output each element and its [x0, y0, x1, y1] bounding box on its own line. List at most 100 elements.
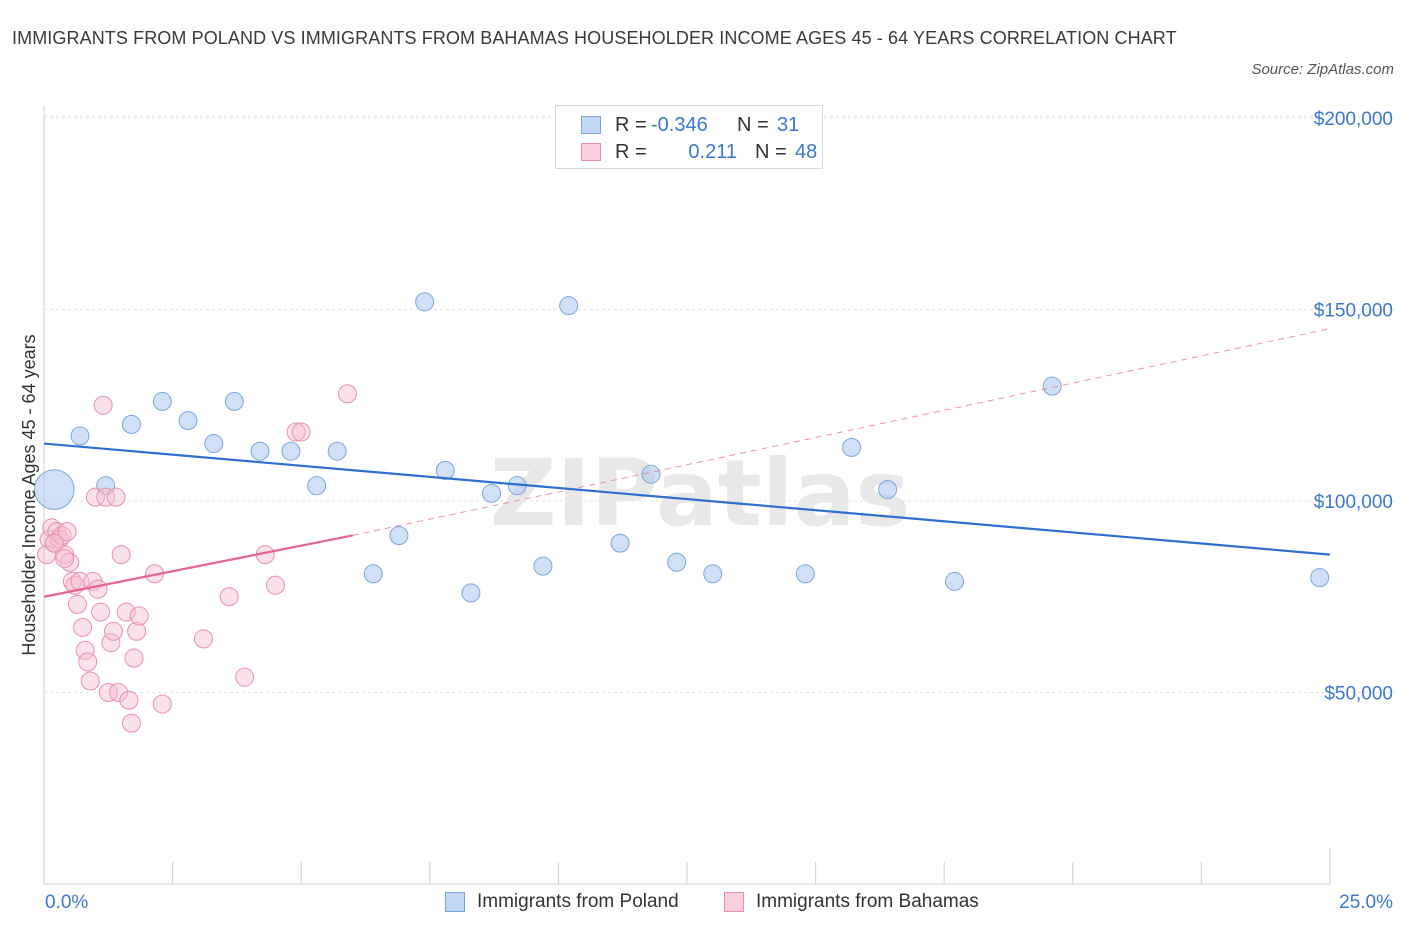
point-poland [224, 391, 244, 411]
watermark: ZIPatlas [490, 440, 910, 547]
point-poland [281, 441, 301, 461]
point-poland [795, 564, 815, 584]
point-bahamas [103, 621, 123, 641]
point-poland [435, 460, 455, 480]
tick-labels: $50,000 $100,000 $150,000 $200,000 0.0% 25.0% [45, 109, 1393, 913]
point-poland [389, 525, 409, 545]
point-bahamas [60, 552, 80, 572]
point-bahamas [52, 525, 72, 545]
legend-swatch-bahamas [581, 143, 601, 161]
point-bahamas [75, 640, 95, 660]
point-bahamas [106, 487, 126, 507]
point-poland [461, 583, 481, 603]
legend-n-label: N = [737, 113, 769, 136]
point-poland [204, 434, 224, 454]
point-poland [70, 426, 90, 446]
point-poland [559, 296, 579, 316]
point-poland [533, 556, 553, 576]
x-tick-label: 0.0% [45, 892, 88, 913]
gridlines [44, 115, 1395, 693]
point-bahamas [98, 683, 118, 702]
point-bahamas [109, 683, 129, 702]
point-bahamas [55, 548, 75, 568]
point-bahamas [337, 384, 357, 404]
legend-r-value: -0.346 [651, 113, 708, 136]
legend-n-label: N = [755, 140, 787, 163]
point-bahamas [127, 621, 147, 641]
point-poland [610, 533, 630, 553]
point-bahamas [116, 602, 136, 622]
legend-row-poland: R = -0.346 N = 31 [581, 112, 799, 138]
point-bahamas [124, 648, 144, 668]
legend-r-value: 0.211 [688, 140, 737, 163]
point-bahamas [286, 422, 306, 442]
point-bahamas [152, 694, 172, 714]
legend-r-label: R = [615, 140, 647, 163]
trendline-bahamas [43, 534, 353, 598]
point-poland [1042, 376, 1062, 396]
point-poland [878, 480, 898, 500]
trendline-bahamas-extended [352, 328, 1331, 536]
point-poland [307, 476, 327, 496]
bottom-legend-swatch-bahamas [724, 892, 744, 912]
x-tick-label: 25.0% [1339, 892, 1393, 913]
point-poland [667, 552, 687, 572]
trendlines [43, 328, 1331, 598]
point-poland [327, 441, 347, 461]
point-poland [944, 571, 964, 591]
point-bahamas [44, 533, 64, 553]
legend-n-value: 48 [795, 140, 818, 163]
legend-r-label: R = [615, 113, 647, 136]
point-poland [178, 411, 198, 431]
point-bahamas [93, 395, 113, 415]
point-poland [415, 292, 435, 312]
trendline-poland [43, 442, 1331, 556]
bottom-legend-poland: Immigrants from Poland [445, 888, 679, 916]
point-poland [152, 391, 172, 411]
bottom-legend-swatch-poland [445, 892, 465, 912]
point-bahamas [193, 629, 213, 649]
chart-title: IMMIGRANTS FROM POLAND VS IMMIGRANTS FRO… [12, 28, 1177, 48]
legend-row-bahamas: R = 0.211 N = 48 [581, 139, 817, 165]
point-poland [250, 441, 270, 461]
point-bahamas [129, 606, 149, 626]
y-axis-label: Householder Income Ages 45 - 64 years [19, 334, 39, 655]
point-bahamas [219, 587, 239, 607]
point-bahamas [96, 487, 116, 507]
point-poland [1310, 568, 1330, 588]
point-bahamas [78, 652, 98, 672]
point-poland [33, 469, 75, 510]
point-bahamas [119, 690, 139, 710]
point-bahamas [265, 575, 285, 595]
point-bahamas [42, 518, 62, 538]
point-bahamas [91, 602, 111, 622]
point-bahamas [39, 529, 59, 549]
point-bahamas [80, 671, 100, 691]
y-tick-label: $150,000 [1314, 301, 1393, 322]
point-bahamas [57, 522, 77, 542]
point-bahamas [111, 545, 131, 565]
legend-swatch-poland [581, 116, 601, 134]
point-poland [703, 564, 723, 584]
bottom-legend-bahamas: Immigrants from Bahamas [724, 888, 979, 916]
point-poland [641, 464, 661, 484]
point-bahamas [85, 487, 105, 507]
y-tick-label: $100,000 [1314, 492, 1393, 513]
y-tick-label: $200,000 [1314, 109, 1393, 130]
point-bahamas [88, 579, 108, 599]
point-bahamas [47, 522, 67, 542]
correlation-legend: R = -0.346 N = 31 R = 0.211 N = 48 [555, 105, 823, 169]
point-poland [842, 437, 862, 457]
legend-n-value: 31 [777, 113, 800, 136]
point-bahamas [67, 594, 87, 614]
chart-source: Source: ZipAtlas.com [1251, 61, 1394, 78]
point-poland [121, 414, 141, 434]
y-tick-label: $50,000 [1324, 684, 1393, 705]
point-bahamas [235, 667, 255, 687]
bottom-legend-label-poland: Immigrants from Poland [477, 891, 679, 912]
point-poland [363, 564, 383, 584]
point-bahamas [121, 713, 141, 733]
point-bahamas [73, 617, 93, 637]
bottom-legend-label-bahamas: Immigrants from Bahamas [756, 891, 979, 912]
